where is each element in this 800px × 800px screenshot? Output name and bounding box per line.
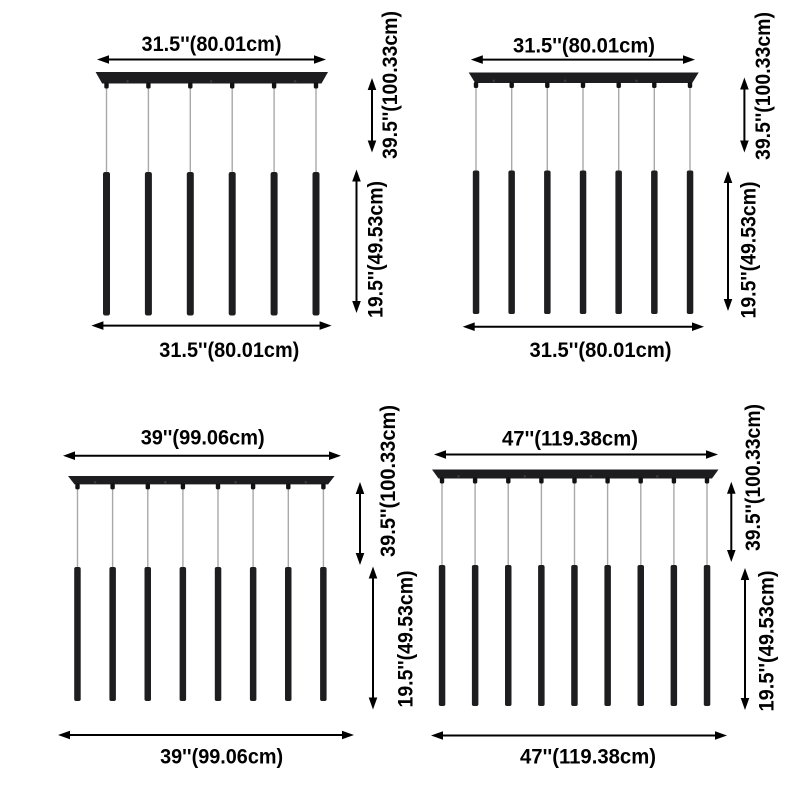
svg-text:19.5''(49.53cm): 19.5''(49.53cm) <box>364 181 388 318</box>
svg-text:19.5''(49.53cm): 19.5''(49.53cm) <box>394 571 418 708</box>
svg-text:31.5''(80.01cm): 31.5''(80.01cm) <box>530 338 672 362</box>
svg-text:31.5''(80.01cm): 31.5''(80.01cm) <box>513 34 655 58</box>
svg-text:31.5''(80.01cm): 31.5''(80.01cm) <box>142 32 282 56</box>
svg-text:47''(119.38cm): 47''(119.38cm) <box>502 427 638 451</box>
svg-text:39.5''(100.33cm): 39.5''(100.33cm) <box>376 405 400 557</box>
svg-text:39''(99.06cm): 39''(99.06cm) <box>141 426 265 450</box>
svg-text:39''(99.06cm): 39''(99.06cm) <box>160 745 283 769</box>
svg-text:39.5''(100.33cm): 39.5''(100.33cm) <box>751 12 775 160</box>
svg-text:39.5''(100.33cm): 39.5''(100.33cm) <box>378 11 402 159</box>
svg-text:31.5''(80.01cm): 31.5''(80.01cm) <box>159 338 299 362</box>
svg-text:39.5''(100.33cm): 39.5''(100.33cm) <box>741 404 765 551</box>
svg-text:19.5''(49.53cm): 19.5''(49.53cm) <box>755 571 779 712</box>
svg-text:47''(119.38cm): 47''(119.38cm) <box>520 745 656 769</box>
svg-text:19.5''(49.53cm): 19.5''(49.53cm) <box>737 182 761 319</box>
